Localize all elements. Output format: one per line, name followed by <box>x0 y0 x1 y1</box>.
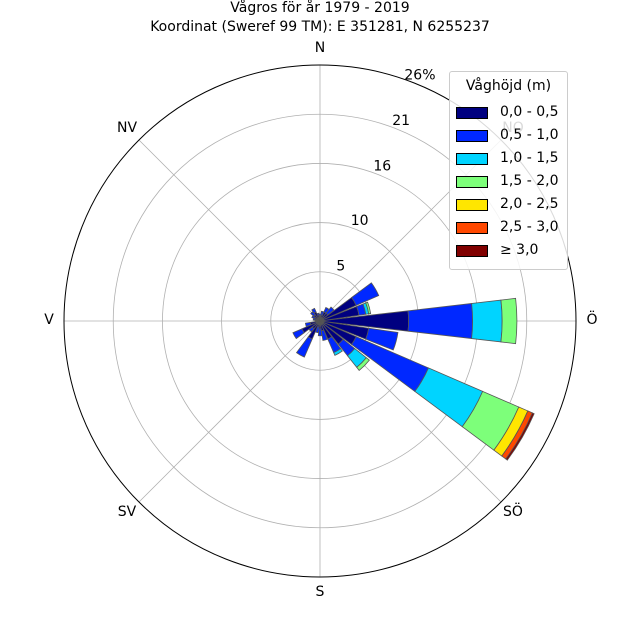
rose-bar-segment <box>365 301 372 315</box>
legend-item: 1,0 - 1,5 <box>456 148 568 170</box>
direction-label-o: Ö <box>586 310 597 328</box>
rose-bar-segment <box>317 328 323 337</box>
legend-item: 0,5 - 1,0 <box>456 125 568 147</box>
outer-circle <box>63 64 577 578</box>
direction-label-s: S <box>316 584 325 600</box>
radial-tick-label: 21 <box>392 113 410 129</box>
rose-bar-segment <box>311 307 317 314</box>
direction-label-nv: NV <box>117 120 137 136</box>
grid-spoke <box>138 320 321 503</box>
radial-tick-label: 10 <box>351 213 369 229</box>
rose-bar-segment <box>333 348 343 356</box>
rose-bar-segment <box>312 317 316 321</box>
chart-bars <box>292 282 535 461</box>
rose-bar-segment <box>323 306 330 314</box>
legend-label: 2,5 - 3,0 <box>500 219 559 235</box>
direction-label-sv: SV <box>118 504 137 520</box>
direction-label-n: N <box>315 40 325 56</box>
legend-item: ≥ 3,0 <box>456 240 568 262</box>
rose-bar-segment <box>320 329 328 341</box>
rose-bar-segment <box>310 311 316 317</box>
legend-item: 1,5 - 2,0 <box>456 171 568 193</box>
rose-bar-segment <box>500 297 518 345</box>
legend-item: 0,0 - 0,5 <box>456 102 568 124</box>
chart-subtitle: Koordinat (Sweref 99 TM): E 351281, N 62… <box>150 19 490 35</box>
grid-spoke <box>138 139 321 322</box>
rose-bar-segment <box>351 282 380 306</box>
rose-bar-segment <box>292 328 305 340</box>
legend-label: 2,0 - 2,5 <box>500 196 559 212</box>
legend-label: 0,0 - 0,5 <box>500 104 559 120</box>
legend-swatch <box>456 153 488 165</box>
rose-bar-segment <box>471 299 503 343</box>
legend-title: Våghöjd (m) <box>465 78 552 94</box>
rose-bar-segment <box>505 412 535 461</box>
radial-tick-labels: 5 10 16 21 26% <box>336 67 435 274</box>
legend-swatch <box>456 107 488 119</box>
legend-swatch <box>456 222 488 234</box>
legend-swatch <box>456 245 488 257</box>
legend-label: 1,0 - 1,5 <box>500 150 559 166</box>
rose-bar-segment <box>308 326 315 333</box>
rose-bar-segment <box>304 321 312 327</box>
legend-swatch <box>456 199 488 211</box>
legend: Våghöjd (m) 0,0 - 0,5 0,5 - 1,0 1,0 - 1,… <box>449 71 568 270</box>
direction-label-so: SÖ <box>503 502 523 520</box>
legend-swatch <box>456 130 488 142</box>
rose-bar-segment <box>356 357 370 371</box>
legend-swatch <box>456 176 488 188</box>
legend-item: 2,5 - 3,0 <box>456 217 568 239</box>
radial-tick-label: 16 <box>373 158 391 174</box>
rose-bar-segment <box>325 306 335 316</box>
legend-label: 0,5 - 1,0 <box>500 127 559 143</box>
rose-bar-segment <box>320 310 325 317</box>
direction-label-v: V <box>44 312 54 328</box>
radial-tick-label: 26% <box>404 67 435 83</box>
chart-title: Vågros för år 1979 - 2019 <box>230 0 410 16</box>
rose-bar-segment <box>365 327 399 351</box>
legend-label: ≥ 3,0 <box>500 242 539 258</box>
legend-item: 2,0 - 2,5 <box>456 194 568 216</box>
rose-bar-segment <box>311 315 316 320</box>
legend-label: 1,5 - 2,0 <box>500 173 559 189</box>
radial-tick-label: 5 <box>336 259 345 275</box>
rose-bar-segment <box>295 336 313 358</box>
